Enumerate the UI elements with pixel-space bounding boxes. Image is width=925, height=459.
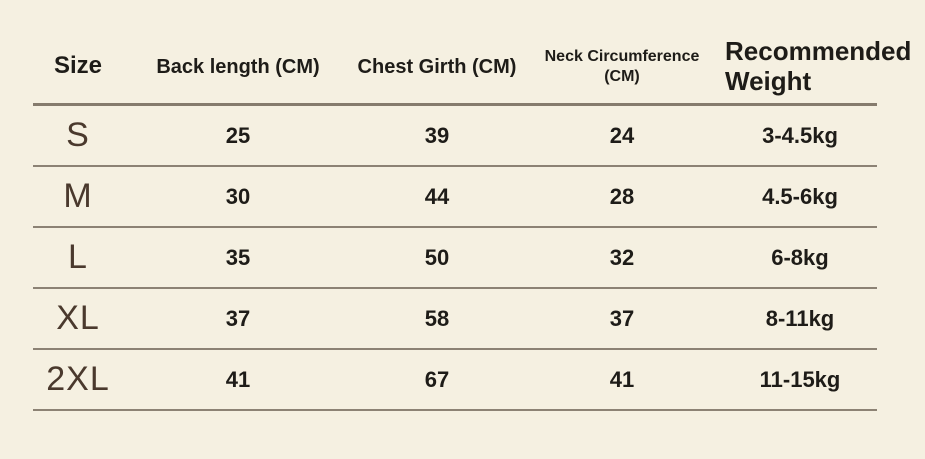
- chest-girth-value: 39: [424, 122, 450, 148]
- chest-girth-value: 50: [424, 244, 450, 270]
- neck-circumference-value: 24: [609, 122, 635, 148]
- table-row: 2XL 41 67 41 11-15kg: [33, 350, 877, 411]
- size-label: S: [66, 116, 90, 154]
- back-length-value: 30: [225, 183, 251, 209]
- column-header-size: Size: [53, 52, 103, 80]
- table-row: S 25 39 24 3-4.5kg: [33, 106, 877, 167]
- column-header-chest-girth: Chest Girth (CM): [357, 55, 517, 78]
- table-header-row: Size Back length (CM) Chest Girth (CM) N…: [33, 0, 912, 106]
- recommended-weight-value: 8-11kg: [765, 305, 835, 331]
- table-row: XL 37 58 37 8-11kg: [33, 289, 877, 350]
- size-label: XL: [56, 299, 100, 337]
- recommended-weight-value: 11-15kg: [759, 366, 841, 392]
- back-length-value: 37: [225, 305, 251, 331]
- table-row: L 35 50 32 6-8kg: [33, 228, 877, 289]
- recommended-weight-value: 6-8kg: [771, 244, 829, 270]
- neck-circumference-value: 32: [609, 244, 635, 270]
- chest-girth-value: 67: [424, 366, 450, 392]
- neck-circumference-value: 37: [609, 305, 635, 331]
- neck-circumference-value: 41: [609, 366, 635, 392]
- size-label: 2XL: [46, 360, 110, 398]
- recommended-weight-value: 3-4.5kg: [762, 122, 838, 148]
- back-length-value: 25: [225, 122, 251, 148]
- neck-circumference-value: 28: [609, 183, 635, 209]
- recommended-weight-value: 4.5-6kg: [762, 183, 838, 209]
- column-header-recommended-weight: Recommended Weight: [725, 35, 912, 96]
- column-header-neck-circumference: Neck Circumference (CM): [544, 48, 700, 85]
- chest-girth-value: 44: [424, 183, 450, 209]
- column-header-back-length: Back length (CM): [156, 55, 320, 78]
- back-length-value: 41: [225, 366, 251, 392]
- size-chart-table: Size Back length (CM) Chest Girth (CM) N…: [33, 0, 912, 411]
- chest-girth-value: 58: [424, 305, 450, 331]
- size-label: L: [68, 238, 88, 276]
- size-label: M: [63, 177, 93, 215]
- back-length-value: 35: [225, 244, 251, 270]
- table-row: M 30 44 28 4.5-6kg: [33, 167, 877, 228]
